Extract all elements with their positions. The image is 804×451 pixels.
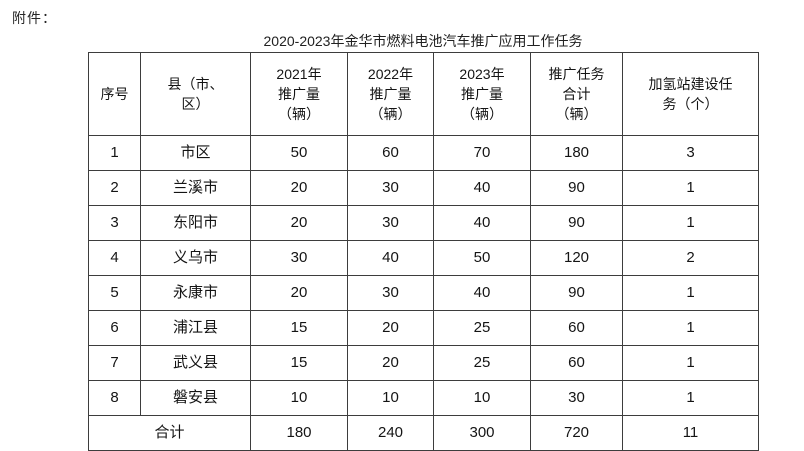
cell-stations: 2 <box>622 240 759 276</box>
header-stations: 加氢站建设任 务（个） <box>622 52 759 136</box>
table-row: 1 市区 50 60 70 180 3 <box>88 135 759 171</box>
header-2023: 2023年 推广量 （辆） <box>433 52 531 136</box>
cell-2023: 10 <box>433 380 531 416</box>
cell-stations: 1 <box>622 345 759 381</box>
cell-total: 90 <box>530 205 623 241</box>
header-2021: 2021年 推广量 （辆） <box>250 52 348 136</box>
cell-2021: 10 <box>250 380 348 416</box>
promotion-task-table: 序号 县（市、 区） 2021年 推广量 （辆） 2022年 推广量 （辆） 2… <box>88 52 759 451</box>
header-county: 县（市、 区） <box>140 52 251 136</box>
cell-2023: 50 <box>433 240 531 276</box>
totals-2021: 180 <box>250 415 348 451</box>
cell-serial: 7 <box>88 345 141 381</box>
cell-2021: 20 <box>250 275 348 311</box>
table-row: 8 磐安县 10 10 10 30 1 <box>88 380 759 416</box>
cell-county: 磐安县 <box>140 380 251 416</box>
totals-label: 合计 <box>88 415 251 451</box>
cell-2023: 40 <box>433 205 531 241</box>
cell-county: 浦江县 <box>140 310 251 346</box>
totals-stations: 11 <box>622 415 759 451</box>
attachment-label: 附件： <box>12 10 57 26</box>
cell-2022: 30 <box>347 275 434 311</box>
cell-serial: 3 <box>88 205 141 241</box>
cell-total: 60 <box>530 310 623 346</box>
cell-total: 60 <box>530 345 623 381</box>
cell-2023: 70 <box>433 135 531 171</box>
totals-2023: 300 <box>433 415 531 451</box>
cell-stations: 1 <box>622 380 759 416</box>
cell-total: 90 <box>530 275 623 311</box>
cell-serial: 6 <box>88 310 141 346</box>
cell-2021: 20 <box>250 205 348 241</box>
cell-county: 义乌市 <box>140 240 251 276</box>
table-row: 3 东阳市 20 30 40 90 1 <box>88 205 759 241</box>
cell-2021: 15 <box>250 310 348 346</box>
cell-county: 东阳市 <box>140 205 251 241</box>
cell-2023: 25 <box>433 345 531 381</box>
totals-total: 720 <box>530 415 623 451</box>
cell-total: 30 <box>530 380 623 416</box>
cell-serial: 2 <box>88 170 141 206</box>
cell-total: 120 <box>530 240 623 276</box>
table-row: 5 永康市 20 30 40 90 1 <box>88 275 759 311</box>
table-row: 7 武义县 15 20 25 60 1 <box>88 345 759 381</box>
cell-2022: 40 <box>347 240 434 276</box>
cell-county: 市区 <box>140 135 251 171</box>
cell-stations: 1 <box>622 275 759 311</box>
cell-total: 90 <box>530 170 623 206</box>
table-row: 2 兰溪市 20 30 40 90 1 <box>88 170 759 206</box>
totals-2022: 240 <box>347 415 434 451</box>
cell-2022: 20 <box>347 345 434 381</box>
cell-2022: 30 <box>347 205 434 241</box>
cell-2023: 40 <box>433 170 531 206</box>
cell-2021: 20 <box>250 170 348 206</box>
cell-serial: 8 <box>88 380 141 416</box>
table-row: 4 义乌市 30 40 50 120 2 <box>88 240 759 276</box>
header-row: 序号 县（市、 区） 2021年 推广量 （辆） 2022年 推广量 （辆） 2… <box>88 52 759 136</box>
header-serial: 序号 <box>88 52 141 136</box>
cell-serial: 5 <box>88 275 141 311</box>
cell-2022: 30 <box>347 170 434 206</box>
header-2022: 2022年 推广量 （辆） <box>347 52 434 136</box>
cell-2021: 30 <box>250 240 348 276</box>
header-total: 推广任务 合计 （辆） <box>530 52 623 136</box>
cell-serial: 4 <box>88 240 141 276</box>
cell-2023: 25 <box>433 310 531 346</box>
cell-2022: 10 <box>347 380 434 416</box>
table-row: 6 浦江县 15 20 25 60 1 <box>88 310 759 346</box>
cell-2021: 15 <box>250 345 348 381</box>
cell-stations: 3 <box>622 135 759 171</box>
cell-2022: 20 <box>347 310 434 346</box>
cell-stations: 1 <box>622 205 759 241</box>
cell-2021: 50 <box>250 135 348 171</box>
cell-county: 兰溪市 <box>140 170 251 206</box>
cell-county: 永康市 <box>140 275 251 311</box>
cell-stations: 1 <box>622 310 759 346</box>
cell-stations: 1 <box>622 170 759 206</box>
cell-county: 武义县 <box>140 345 251 381</box>
cell-2022: 60 <box>347 135 434 171</box>
cell-2023: 40 <box>433 275 531 311</box>
cell-total: 180 <box>530 135 623 171</box>
totals-row: 合计 180 240 300 720 11 <box>88 415 759 451</box>
cell-serial: 1 <box>88 135 141 171</box>
table-title: 2020-2023年金华市燃料电池汽车推广应用工作任务 <box>263 33 583 49</box>
